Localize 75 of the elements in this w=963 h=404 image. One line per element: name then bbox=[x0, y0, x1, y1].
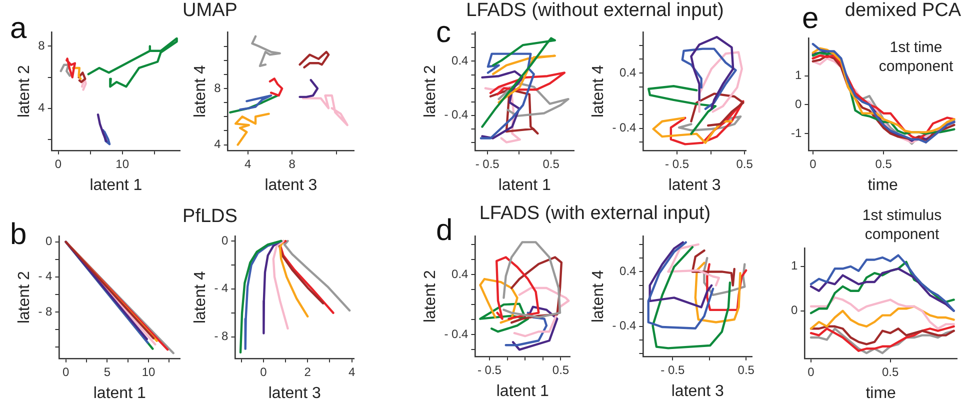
y-tick-label: 0 bbox=[794, 97, 802, 112]
x-axis-title: latent 1 bbox=[93, 384, 146, 402]
y-axis-title: latent 2 bbox=[16, 270, 34, 324]
text: d bbox=[436, 214, 453, 247]
chart-title: LFADS (with external input) bbox=[479, 203, 711, 225]
y-tick-label: 0.4 bbox=[620, 65, 637, 80]
x-tick-label: 8 bbox=[288, 156, 296, 171]
y-axis-title: latent 4 bbox=[590, 64, 608, 118]
x-axis-title: latent 1 bbox=[496, 382, 549, 400]
x-tick-label: 0 bbox=[810, 156, 817, 171]
y-tick-label: 1 bbox=[794, 68, 802, 82]
chart-title: LFADS (without external input) bbox=[466, 0, 724, 22]
y-tick-label: 8 bbox=[214, 80, 222, 95]
text: a bbox=[10, 12, 27, 45]
y-tick-label: - 8 bbox=[38, 304, 53, 318]
y-tick-label: 8 bbox=[38, 38, 46, 53]
y-tick-label: - 4 bbox=[38, 269, 53, 284]
y-tick-label: 0 bbox=[46, 234, 53, 248]
text: b bbox=[10, 218, 27, 251]
y-tick-label: 0 bbox=[222, 233, 229, 248]
x-tick-label: 0.5 bbox=[738, 362, 755, 377]
y-tick-label: - 4 bbox=[214, 281, 229, 296]
x-tick-label: 0 bbox=[808, 364, 815, 379]
y-tick-label: 4 bbox=[38, 100, 46, 115]
x-axis-title: latent 3 bbox=[668, 176, 721, 194]
x-tick-label: 0.5 bbox=[542, 156, 560, 171]
x-tick-label: 0 bbox=[260, 364, 268, 379]
x-tick-label: 0 bbox=[54, 156, 62, 171]
x-tick-label: - 0.5 bbox=[477, 362, 502, 377]
x-tick-label: - 0.5 bbox=[664, 156, 690, 171]
y-axis-title: latent 2 bbox=[16, 64, 34, 118]
y-tick-label: 0.4 bbox=[452, 54, 469, 68]
x-tick-label: 5 bbox=[104, 364, 111, 379]
x-tick-label: 4 bbox=[348, 364, 356, 379]
y-tick-label: - 8 bbox=[214, 329, 229, 344]
chart-title: demixed PCA bbox=[844, 0, 962, 22]
x-tick-label: 0.5 bbox=[552, 362, 570, 377]
y-tick-label: 0.4 bbox=[452, 266, 469, 281]
x-tick-label: - 0.5 bbox=[475, 156, 500, 171]
y-axis-title: latent 2 bbox=[422, 64, 440, 118]
annotation: 1st time component bbox=[878, 38, 954, 76]
y-tick-label: 0 bbox=[790, 303, 798, 318]
text: c bbox=[436, 16, 451, 49]
x-axis-title: latent 1 bbox=[498, 176, 551, 194]
y-axis-title: latent 2 bbox=[422, 270, 440, 323]
x-tick-label: 10 bbox=[142, 364, 156, 379]
y-tick-label: 4 bbox=[214, 137, 222, 152]
x-axis-title: time bbox=[868, 176, 898, 194]
y-tick-label: 0.4 bbox=[620, 264, 637, 278]
x-tick-label: 2 bbox=[304, 364, 312, 379]
y-axis-title: latent 4 bbox=[590, 270, 608, 323]
x-axis-title: latent 3 bbox=[268, 384, 321, 402]
y-axis-title: latent 4 bbox=[192, 270, 210, 324]
chart-title: UMAP bbox=[182, 0, 238, 22]
x-axis-title: latent 3 bbox=[671, 382, 724, 400]
text: 1st stimulus component bbox=[861, 206, 943, 244]
x-tick-label: 0.5 bbox=[875, 156, 892, 171]
x-tick-label: 0.5 bbox=[882, 364, 900, 379]
x-axis-title: time bbox=[866, 384, 896, 402]
text: e bbox=[802, 2, 819, 35]
x-tick-label: 0 bbox=[62, 364, 70, 379]
y-axis-title: latent 4 bbox=[192, 64, 210, 118]
x-axis-title: latent 3 bbox=[264, 176, 318, 194]
y-tick-label: - 0.4 bbox=[444, 108, 469, 122]
x-tick-label: - 0.5 bbox=[660, 362, 685, 377]
x-tick-label: 0.5 bbox=[736, 156, 754, 171]
chart-title: PfLDS bbox=[182, 206, 238, 228]
y-tick-label: - 0.4 bbox=[612, 120, 637, 135]
y-tick-label: - 0.4 bbox=[444, 326, 469, 341]
x-axis-title: latent 1 bbox=[90, 176, 142, 194]
x-tick-label: 4 bbox=[244, 156, 252, 171]
y-tick-label: - 0.4 bbox=[612, 318, 637, 333]
y-tick-label: 1 bbox=[790, 258, 798, 273]
x-tick-label: 10 bbox=[116, 156, 130, 171]
y-tick-label: -1 bbox=[791, 126, 802, 140]
